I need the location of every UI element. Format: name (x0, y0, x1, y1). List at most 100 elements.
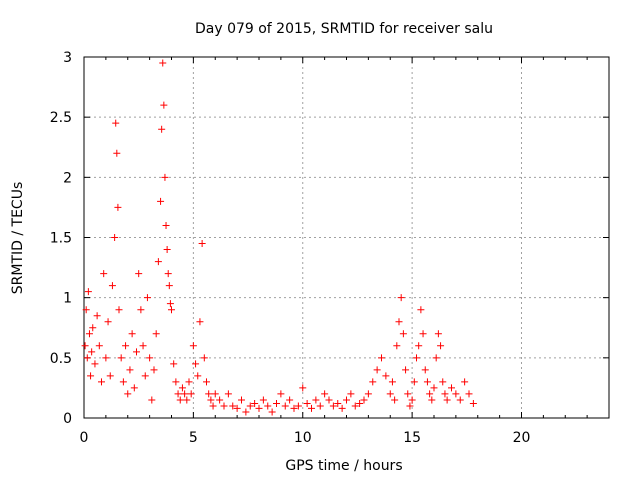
y-axis-label: SRMTID / TECUs (10, 182, 26, 295)
data-point (196, 318, 204, 326)
data-point (406, 402, 414, 410)
data-point (229, 402, 237, 410)
data-point (181, 390, 189, 398)
data-point (209, 402, 217, 410)
y-tick-label: 2.5 (50, 110, 72, 126)
data-point (166, 300, 174, 308)
data-point (255, 404, 263, 412)
data-point (185, 378, 193, 386)
y-tick-label: 3 (63, 50, 72, 66)
data-point (183, 396, 191, 404)
data-point (139, 342, 147, 350)
data-point (220, 402, 228, 410)
data-point (238, 396, 245, 404)
data-point (469, 400, 477, 408)
data-point (432, 354, 440, 362)
data-point (246, 402, 254, 410)
data-point (299, 384, 307, 392)
data-point (89, 324, 97, 332)
data-point (178, 384, 186, 392)
data-point (93, 312, 101, 320)
data-point (158, 125, 166, 133)
data-point (399, 330, 407, 338)
data-point (203, 378, 210, 386)
data-point (91, 360, 99, 368)
data-point (106, 372, 114, 380)
x-tick-label: 20 (513, 430, 531, 446)
data-point (168, 306, 175, 314)
data-point (100, 270, 108, 278)
data-point (113, 149, 121, 157)
data-point (378, 354, 385, 362)
data-point (356, 400, 364, 408)
data-point (146, 354, 154, 362)
data-point (81, 342, 89, 350)
data-point (133, 348, 140, 356)
data-point (104, 318, 112, 326)
data-point (148, 396, 156, 404)
data-point (443, 396, 451, 404)
data-point (161, 173, 169, 181)
data-point (395, 318, 403, 326)
data-point (150, 366, 158, 374)
data-point (334, 400, 342, 408)
data-point (162, 221, 170, 229)
data-point (88, 348, 96, 356)
data-point (461, 378, 469, 386)
data-point (417, 306, 425, 314)
data-point (163, 246, 171, 254)
data-point (233, 404, 241, 412)
data-point (465, 390, 473, 398)
data-point (122, 342, 130, 350)
data-point (388, 378, 396, 386)
data-points (81, 59, 477, 416)
data-point (207, 396, 215, 404)
x-axis-label: GPS time / hours (285, 458, 402, 474)
data-point (154, 258, 162, 266)
data-point (268, 408, 276, 416)
data-point (408, 396, 416, 404)
data-point (303, 400, 311, 408)
data-point (224, 390, 232, 398)
x-tick-label: 15 (403, 430, 421, 446)
data-point (95, 342, 103, 350)
x-tick-label: 10 (294, 430, 312, 446)
data-point (441, 390, 449, 398)
data-point (439, 378, 447, 386)
y-tick-label: 1 (63, 291, 72, 307)
data-point (382, 372, 390, 380)
data-point (415, 342, 423, 350)
data-point (114, 203, 122, 211)
data-point (347, 390, 355, 398)
data-point (189, 342, 197, 350)
y-tick-label: 1.5 (50, 231, 72, 247)
data-point (111, 234, 119, 241)
x-tick-label: 0 (80, 430, 89, 446)
x-tick-label: 5 (189, 430, 198, 446)
data-point (421, 366, 429, 374)
data-point (410, 378, 418, 386)
data-point (423, 378, 431, 386)
data-point (205, 390, 213, 398)
data-point (316, 402, 324, 410)
data-point (115, 306, 123, 314)
data-point (281, 402, 289, 410)
data-point (172, 378, 180, 386)
data-point (419, 330, 427, 338)
data-point (404, 390, 412, 398)
data-point (430, 384, 438, 392)
data-point (176, 396, 184, 404)
data-point (402, 366, 410, 374)
chart-title: Day 079 of 2015, SRMTID for receiver sal… (195, 21, 493, 37)
data-point (351, 402, 359, 410)
data-point (338, 404, 346, 412)
data-point (85, 330, 93, 338)
y-tick-label: 2 (63, 170, 72, 186)
data-point (329, 402, 337, 410)
data-point (216, 396, 224, 404)
data-point (290, 404, 298, 412)
data-point (251, 400, 259, 408)
data-point (159, 59, 167, 67)
data-point (397, 294, 405, 302)
